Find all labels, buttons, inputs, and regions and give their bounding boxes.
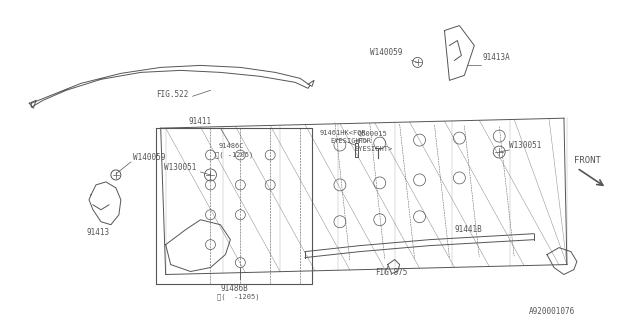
Text: W130051: W130051 xyxy=(164,163,196,172)
Text: A920001076: A920001076 xyxy=(529,307,575,316)
Text: W140059: W140059 xyxy=(133,153,165,162)
Text: FRONT: FRONT xyxy=(574,156,601,165)
Text: FIG.875: FIG.875 xyxy=(375,268,407,276)
Text: 91413A: 91413A xyxy=(483,53,510,62)
Text: 91461HK<FOR: 91461HK<FOR xyxy=(320,130,367,136)
Text: Q500015: Q500015 xyxy=(358,130,388,136)
Text: 91486B: 91486B xyxy=(220,284,248,293)
Text: <FOR: <FOR xyxy=(355,138,372,144)
Text: 91413: 91413 xyxy=(86,228,109,237)
Text: 91486C: 91486C xyxy=(218,143,244,149)
Text: W140059: W140059 xyxy=(370,48,402,58)
Text: FIG.522: FIG.522 xyxy=(156,90,188,99)
Text: 91441B: 91441B xyxy=(454,225,482,234)
Text: ※(  -1205): ※( -1205) xyxy=(218,293,260,300)
Text: W130051: W130051 xyxy=(509,141,541,150)
Text: EYESIGHT>: EYESIGHT> xyxy=(330,138,368,144)
Polygon shape xyxy=(444,26,474,80)
Text: 91411: 91411 xyxy=(189,117,212,126)
Text: ※( -1205): ※( -1205) xyxy=(216,151,253,158)
Text: EYESIGHT>: EYESIGHT> xyxy=(355,146,393,152)
